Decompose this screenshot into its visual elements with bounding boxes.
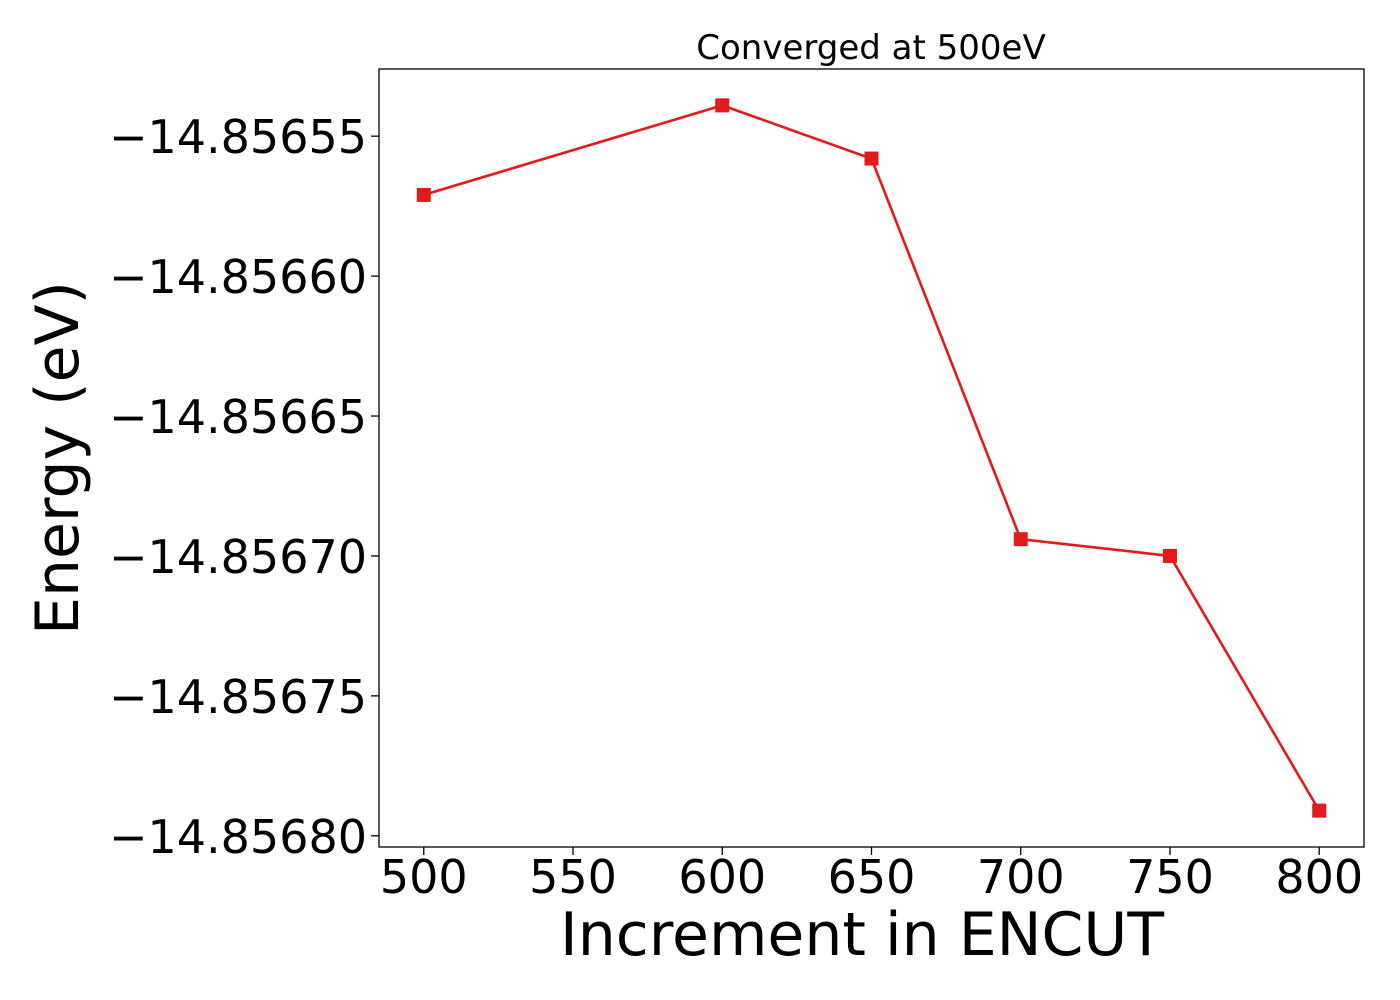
y-tick-label: −14.85655 bbox=[109, 110, 367, 164]
data-point-marker bbox=[864, 151, 879, 166]
x-tick-label: 500 bbox=[380, 850, 468, 904]
x-tick-label: 800 bbox=[1275, 850, 1363, 904]
data-point-marker bbox=[715, 98, 730, 113]
plot-area-frame bbox=[378, 68, 1365, 848]
data-point-marker bbox=[1162, 548, 1177, 563]
x-axis-label: Increment in ENCUT bbox=[560, 900, 1164, 970]
y-tick-label: −14.85675 bbox=[109, 670, 367, 724]
data-point-marker bbox=[1013, 532, 1028, 547]
series-line bbox=[423, 104, 1321, 812]
y-tick-label: −14.85665 bbox=[109, 390, 367, 444]
series-group bbox=[416, 98, 1327, 818]
y-tick-label: −14.85660 bbox=[109, 250, 367, 304]
data-point-marker bbox=[1312, 803, 1327, 818]
x-tick-label: 750 bbox=[1126, 850, 1214, 904]
x-tick-label: 550 bbox=[529, 850, 617, 904]
y-tick-label: −14.85670 bbox=[109, 530, 367, 584]
y-axis-label: Energy (eV) bbox=[23, 281, 93, 635]
x-axis-ticks: 500 550 600 650 700 750 800 bbox=[380, 847, 1363, 904]
data-point-marker bbox=[416, 187, 431, 202]
x-tick-label: 700 bbox=[977, 850, 1065, 904]
chart-title: Converged at 500eV bbox=[696, 28, 1045, 68]
y-axis-ticks: −14.85655 −14.85660 −14.85665 −14.85670 −14.… bbox=[109, 110, 379, 864]
x-tick-label: 600 bbox=[678, 850, 766, 904]
y-tick-label: −14.85680 bbox=[109, 810, 367, 864]
x-tick-label: 650 bbox=[828, 850, 916, 904]
